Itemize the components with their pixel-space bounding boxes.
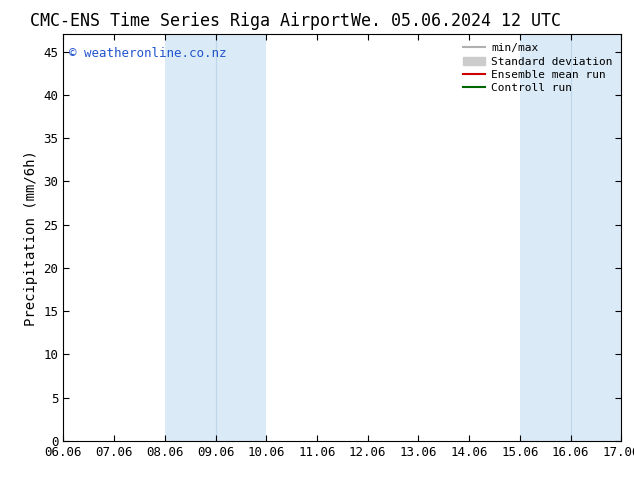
Text: CMC-ENS Time Series Riga Airport: CMC-ENS Time Series Riga Airport	[30, 12, 350, 30]
Legend: min/max, Standard deviation, Ensemble mean run, Controll run: min/max, Standard deviation, Ensemble me…	[460, 40, 616, 97]
Y-axis label: Precipitation (mm/6h): Precipitation (mm/6h)	[24, 150, 38, 325]
Bar	[520, 34, 621, 441]
Text: We. 05.06.2024 12 UTC: We. 05.06.2024 12 UTC	[351, 12, 562, 30]
Bar	[165, 34, 266, 441]
Text: © weatheronline.co.nz: © weatheronline.co.nz	[69, 47, 226, 59]
